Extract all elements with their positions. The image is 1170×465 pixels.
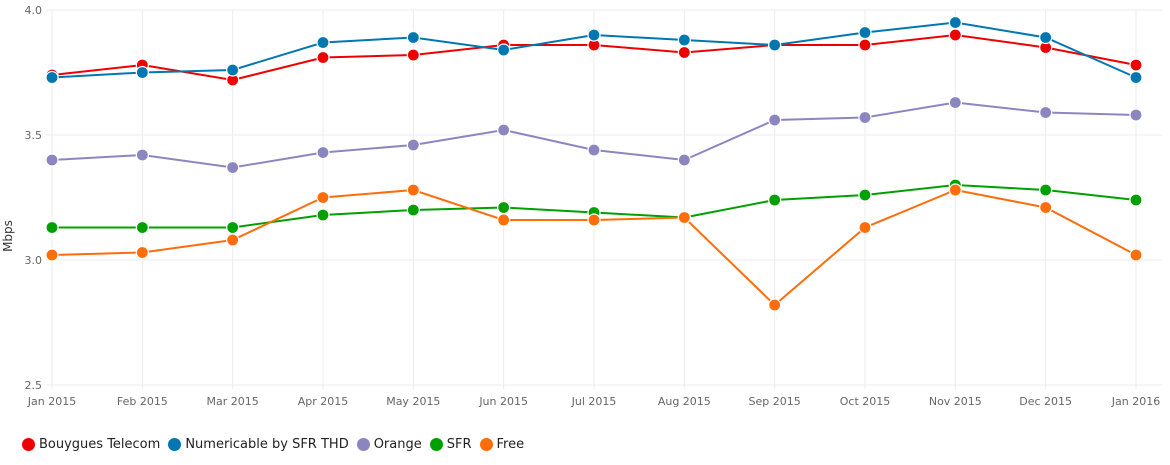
series-group <box>45 15 1143 312</box>
legend-label: Numericable by SFR THD <box>185 437 349 452</box>
x-tick-label: Jan 2016 <box>1111 395 1160 408</box>
legend-marker-icon <box>356 438 370 451</box>
data-point <box>1129 58 1143 72</box>
data-point <box>677 210 691 225</box>
x-tick-label: Mar 2015 <box>207 395 259 408</box>
x-tick-label: Jul 2015 <box>571 395 617 408</box>
data-point <box>406 138 420 152</box>
data-point <box>497 200 511 215</box>
data-point <box>768 113 782 127</box>
data-point <box>948 95 962 110</box>
data-point <box>587 213 601 227</box>
y-tick-label: 2.5 <box>25 379 43 392</box>
x-axis: Jan 2015 Feb 2015 Mar 2015 Apr 2015 May 2015… <box>27 395 1160 408</box>
data-point <box>858 188 872 202</box>
line-chart: 2.5 3.0 3.5 4.0 Jan 2015 Feb 2015 Mar 2015 Apr… <box>1 4 1162 408</box>
data-point <box>316 208 330 222</box>
grid <box>46 9 1162 389</box>
legend-label: Free <box>496 437 525 452</box>
data-point <box>1039 30 1053 45</box>
data-point <box>948 183 962 197</box>
legend: Bouygues Telecom Numericable by SFR THD Or… <box>22 437 532 452</box>
legend-label: Orange <box>373 437 422 452</box>
x-tick-label: Nov 2015 <box>929 395 982 408</box>
data-point <box>1039 183 1053 197</box>
series-free <box>45 183 1143 312</box>
legend-item[interactable]: Numericable by SFR THD <box>168 437 349 452</box>
data-point <box>1039 105 1053 120</box>
legend-item[interactable]: SFR <box>429 437 472 452</box>
series-orange <box>45 95 1143 175</box>
data-point <box>316 145 330 160</box>
legend-label: SFR <box>446 437 472 452</box>
data-point <box>497 123 511 137</box>
data-point <box>858 38 872 52</box>
data-point <box>858 220 872 235</box>
data-point <box>858 25 872 40</box>
x-tick-label: Oct 2015 <box>840 395 891 408</box>
legend-item[interactable]: Free <box>479 437 525 452</box>
y-tick-label: 3.5 <box>25 129 43 142</box>
x-tick-label: Apr 2015 <box>298 395 349 408</box>
x-tick-label: Jun 2015 <box>478 395 528 408</box>
data-point <box>45 220 59 235</box>
data-point <box>1039 200 1053 215</box>
data-point <box>768 193 782 207</box>
data-point <box>497 213 511 227</box>
data-point <box>497 43 511 57</box>
legend-label: Bouygues Telecom <box>39 437 161 452</box>
data-point <box>135 148 149 162</box>
data-point <box>135 245 149 260</box>
data-point <box>316 35 330 50</box>
x-tick-label: May 2015 <box>386 395 440 408</box>
y-axis: 2.5 3.0 3.5 4.0 <box>25 4 43 392</box>
data-point <box>45 153 59 167</box>
data-point <box>135 65 149 80</box>
data-point <box>226 160 240 175</box>
data-point <box>677 153 691 167</box>
legend-marker-icon <box>479 438 493 451</box>
data-point <box>948 28 962 42</box>
y-tick-label: 4.0 <box>25 4 43 17</box>
data-point <box>406 30 420 45</box>
data-point <box>406 203 420 217</box>
data-point <box>135 220 149 235</box>
data-point <box>587 28 601 42</box>
legend-marker-icon <box>429 438 443 451</box>
data-point <box>858 110 872 125</box>
series-numericable-by-sfr-thd <box>45 15 1143 85</box>
data-point <box>45 248 59 262</box>
data-point <box>406 183 420 197</box>
legend-item[interactable]: Bouygues Telecom <box>22 437 160 452</box>
legend-item[interactable]: Orange <box>356 437 422 452</box>
data-point <box>948 15 962 30</box>
data-point <box>768 38 782 52</box>
data-point <box>1129 248 1143 262</box>
x-tick-label: Dec 2015 <box>1019 395 1072 408</box>
data-point <box>1129 193 1143 207</box>
x-tick-label: Aug 2015 <box>658 395 711 408</box>
data-point <box>1129 108 1143 122</box>
y-tick-label: 3.0 <box>25 254 43 267</box>
data-point <box>768 298 782 312</box>
legend-marker-icon <box>168 438 182 451</box>
data-point <box>226 233 240 247</box>
data-point <box>677 45 691 60</box>
y-axis-label: Mbps <box>1 220 15 252</box>
x-tick-label: Feb 2015 <box>117 395 168 408</box>
series-bouygues-telecom <box>45 28 1143 87</box>
legend-marker-icon <box>22 438 35 451</box>
data-point <box>1129 70 1143 85</box>
data-point <box>45 70 59 85</box>
x-tick-label: Sep 2015 <box>749 395 801 408</box>
data-point <box>677 33 691 47</box>
data-point <box>226 220 240 235</box>
data-point <box>226 63 240 77</box>
x-tick-label: Jan 2015 <box>27 395 76 408</box>
data-point <box>406 48 420 62</box>
data-point <box>316 50 330 65</box>
data-point <box>316 190 330 205</box>
data-point <box>587 143 601 157</box>
